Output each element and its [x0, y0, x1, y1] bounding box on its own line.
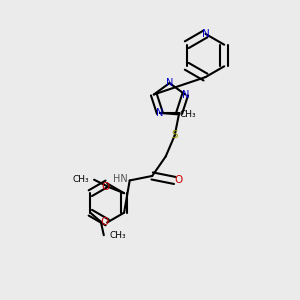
Text: N: N	[156, 108, 164, 118]
Text: CH₃: CH₃	[109, 231, 126, 240]
Text: N: N	[166, 78, 173, 88]
Text: CH₃: CH₃	[72, 175, 89, 184]
Text: CH₃: CH₃	[179, 110, 196, 119]
Text: S: S	[171, 130, 178, 140]
Text: N: N	[182, 89, 189, 100]
Text: O: O	[101, 182, 110, 192]
Text: HN: HN	[112, 174, 127, 184]
Text: O: O	[100, 217, 109, 227]
Text: N: N	[202, 29, 209, 39]
Text: O: O	[175, 176, 183, 185]
